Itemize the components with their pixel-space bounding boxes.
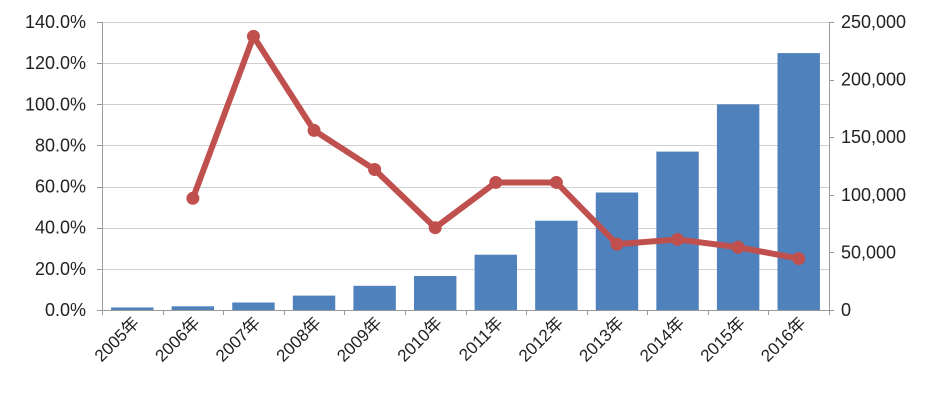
bar-2008年	[292, 295, 336, 310]
left-tick-label: 60.0%	[35, 177, 86, 197]
bar-2015年	[716, 104, 760, 310]
x-tick-label: 2014年	[636, 313, 688, 365]
line-point-2006年	[186, 191, 200, 205]
bar-series	[111, 53, 820, 310]
right-tick-label: 200,000	[841, 70, 906, 90]
left-tick-label: 80.0%	[35, 135, 86, 155]
x-tick-label: 2008年	[273, 313, 325, 365]
line-series	[186, 29, 806, 266]
left-tick-label: 140.0%	[25, 12, 86, 32]
line-point-2016年	[792, 252, 806, 266]
left-tick-label: 120.0%	[25, 53, 86, 73]
right-tick-label: 250,000	[841, 12, 906, 32]
left-tick-label: 20.0%	[35, 259, 86, 279]
x-tick-label: 2010年	[394, 313, 446, 365]
x-tick-label: 2011年	[455, 313, 506, 364]
bar-2012年	[535, 220, 578, 310]
line-point-2013年	[610, 237, 624, 251]
x-tick-label: 2006年	[151, 313, 203, 365]
x-tick-label: 2013年	[576, 313, 628, 365]
left-axis: 0.0% 20.0% 40.0% 60.0% 80.0% 100.0% 120.0% 140.…	[25, 12, 103, 320]
growth-line	[189, 33, 802, 262]
x-tick-label: 2012年	[515, 313, 567, 365]
gridlines	[102, 22, 829, 311]
x-tick-label: 2016年	[757, 313, 809, 365]
bar-2013年	[595, 192, 639, 310]
right-axis: 0 50,000 100,000 150,000 200,000 250,000	[829, 12, 906, 320]
right-tick-label: 100,000	[841, 185, 906, 205]
x-tick-label: 2005年	[91, 313, 143, 365]
line-point-2009年	[368, 162, 382, 176]
x-axis: 2005年 2006年 2007年 2008年 2009年 2010年 2011年 2012年…	[91, 310, 830, 366]
bar-2009年	[353, 285, 396, 310]
x-tick-label: 2015年	[697, 313, 749, 365]
bar-2007年	[232, 302, 275, 310]
x-tick-label: 2009年	[333, 313, 385, 365]
left-tick-label: 40.0%	[35, 218, 86, 238]
left-tick-label: 100.0%	[25, 94, 86, 114]
line-point-2007年	[246, 29, 260, 43]
line-point-2015年	[731, 240, 745, 254]
line-point-2012年	[549, 175, 563, 189]
bar-2005年	[111, 307, 154, 310]
bar-2016年	[777, 53, 820, 310]
bar-2014年	[656, 151, 699, 310]
x-tick-label: 2007年	[212, 313, 264, 365]
bar-2011年	[474, 254, 517, 310]
line-point-2011年	[489, 175, 503, 189]
right-tick-label: 0	[841, 300, 851, 320]
left-tick-label: 0.0%	[45, 300, 86, 320]
bar-2010年	[414, 276, 457, 310]
right-tick-label: 150,000	[841, 127, 906, 147]
line-point-2010年	[428, 221, 442, 235]
bar-2006年	[171, 306, 215, 310]
right-tick-label: 50,000	[841, 242, 896, 262]
line-point-2008年	[307, 123, 321, 137]
line-point-2014年	[671, 232, 685, 246]
